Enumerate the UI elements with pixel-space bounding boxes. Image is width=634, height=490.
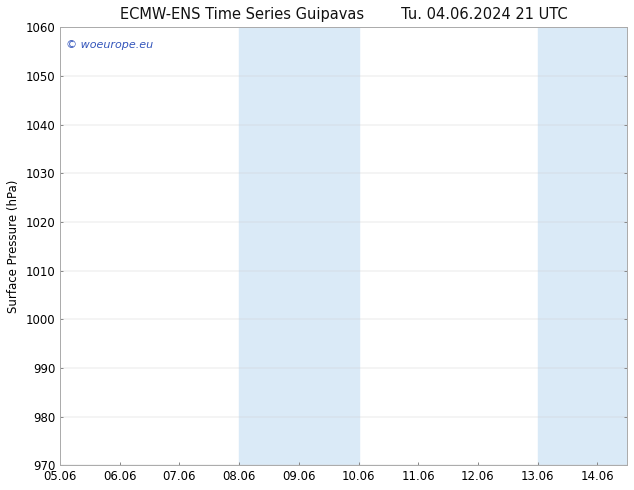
Y-axis label: Surface Pressure (hPa): Surface Pressure (hPa) xyxy=(7,179,20,313)
Bar xyxy=(239,27,358,465)
Text: © woeurope.eu: © woeurope.eu xyxy=(66,40,153,50)
Title: ECMW-ENS Time Series Guipavas        Tu. 04.06.2024 21 UTC: ECMW-ENS Time Series Guipavas Tu. 04.06.… xyxy=(120,7,567,22)
Bar xyxy=(538,27,627,465)
